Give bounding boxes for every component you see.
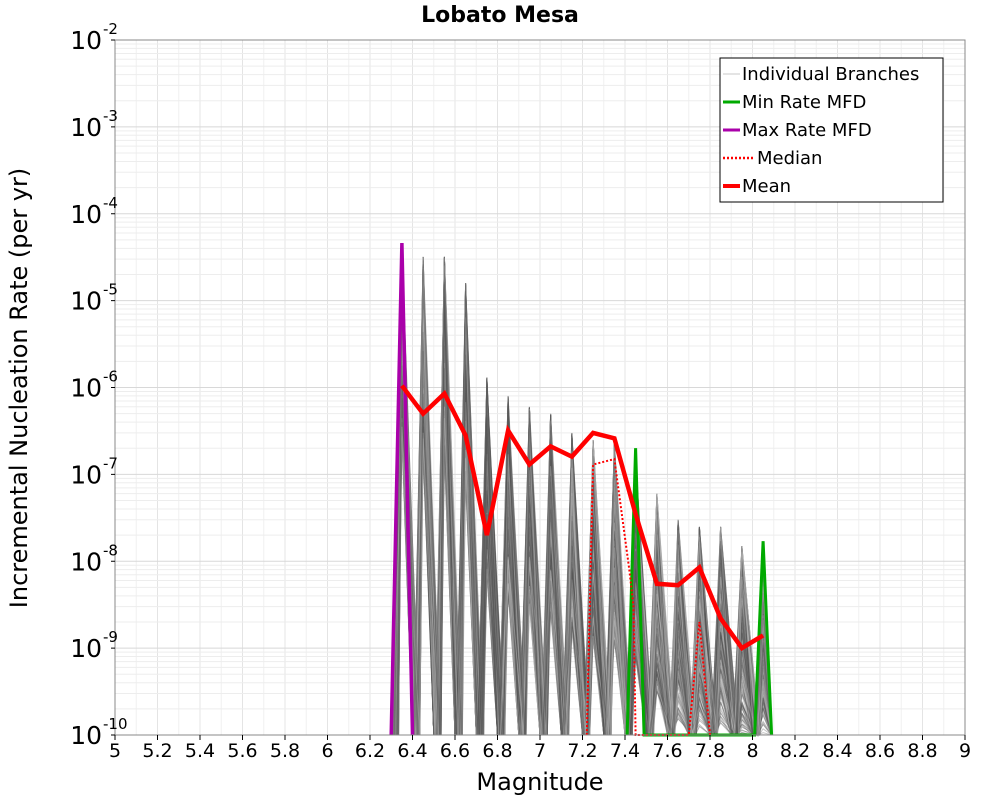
y-tick-exponent: -7 [103, 454, 118, 472]
x-tick-label: 8.4 [822, 740, 852, 762]
legend-label-min-rate: Min Rate MFD [742, 92, 866, 113]
x-tick-label: 9 [959, 740, 971, 762]
y-tick-exponent: -5 [103, 281, 118, 299]
x-tick-label: 8 [746, 740, 758, 762]
x-tick-label: 7.8 [695, 740, 725, 762]
legend-label-median: Median [757, 148, 822, 169]
x-tick-label: 8.6 [865, 740, 895, 762]
y-tick-base: 10 [70, 26, 102, 55]
y-tick-base: 10 [70, 460, 102, 489]
y-tick-base: 10 [70, 113, 102, 142]
y-tick-exponent: -8 [103, 541, 118, 559]
legend-label-individual-branches: Individual Branches [742, 64, 919, 85]
y-tick-base: 10 [70, 287, 102, 316]
y-tick-base: 10 [70, 547, 102, 576]
chart-title: Lobato Mesa [421, 3, 579, 28]
y-tick-base: 10 [70, 374, 102, 403]
x-tick-label: 7.2 [567, 740, 597, 762]
x-tick-label: 6.2 [355, 740, 385, 762]
x-tick-label: 5.2 [142, 740, 172, 762]
x-tick-label: 6.4 [397, 740, 427, 762]
x-tick-label: 6 [321, 740, 333, 762]
legend: Individual Branches Min Rate MFD Max Rat… [719, 57, 944, 203]
y-tick-exponent: -3 [103, 107, 118, 125]
legend-label-max-rate: Max Rate MFD [742, 120, 872, 141]
y-axis-label: Incremental Nucleation Rate (per yr) [5, 168, 33, 608]
max-rate-mfd-line [389, 242, 415, 736]
x-tick-label: 5.6 [227, 740, 257, 762]
y-tick-base: 10 [70, 634, 102, 663]
x-tick-label: 7.6 [652, 740, 682, 762]
y-tick-exponent: -6 [103, 368, 118, 386]
y-tick-exponent: -10 [103, 715, 128, 733]
y-tick-base: 10 [70, 721, 102, 750]
x-tick-label: 6.8 [482, 740, 512, 762]
x-tick-label: 8.2 [780, 740, 810, 762]
x-tick-label: 7 [534, 740, 546, 762]
x-tick-label: 7.4 [610, 740, 640, 762]
y-tick-base: 10 [70, 200, 102, 229]
y-tick-exponent: -4 [103, 194, 118, 212]
y-tick-exponent: -9 [103, 628, 118, 646]
mean-line [400, 384, 765, 652]
x-tick-label: 5.4 [185, 740, 215, 762]
legend-label-mean: Mean [742, 176, 791, 197]
x-tick-label: 5.8 [270, 740, 300, 762]
x-tick-label: 8.8 [907, 740, 937, 762]
x-axis-label: Magnitude [476, 768, 603, 796]
x-tick-label: 5 [109, 740, 121, 762]
x-tick-label: 6.6 [440, 740, 470, 762]
legend-box [719, 57, 944, 203]
y-tick-exponent: -2 [103, 20, 118, 38]
x-axis-ticks: 5 5.2 5.4 5.6 5.8 6 6.2 6.4 6.6 6.8 7 7.2 7.4 7.6 7.8 8… [109, 735, 971, 762]
